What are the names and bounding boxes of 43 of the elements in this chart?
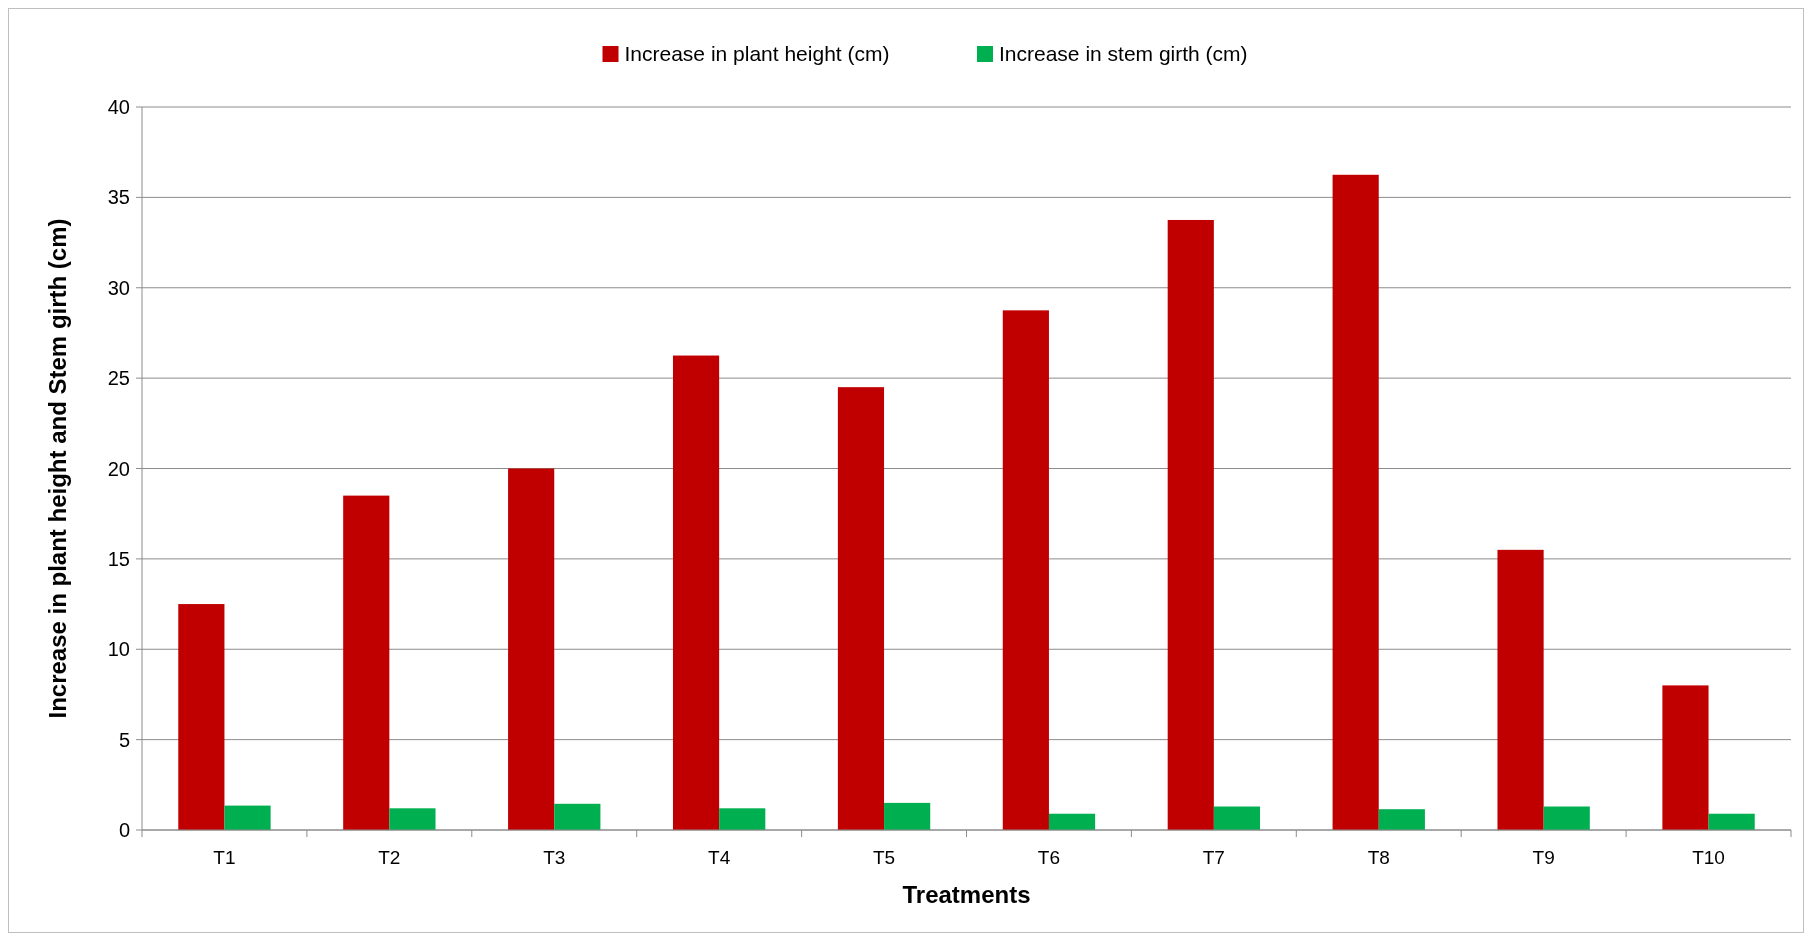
bar — [1378, 809, 1425, 830]
bar — [1708, 813, 1755, 830]
x-tick-label: T2 — [378, 847, 401, 868]
x-tick-label: T3 — [543, 847, 566, 868]
bar — [343, 495, 390, 830]
bar — [224, 805, 271, 830]
y-tick-label: 10 — [107, 638, 130, 661]
bar — [1167, 219, 1214, 830]
bar — [1213, 806, 1261, 830]
y-tick-label: 20 — [107, 457, 130, 480]
y-axis-title: Increase in plant height and Stem girth (cm) — [44, 218, 71, 719]
bar — [884, 802, 931, 830]
x-tick-label: T7 — [1202, 847, 1225, 868]
bar — [1332, 174, 1379, 830]
x-tick-label: T5 — [872, 847, 896, 868]
y-tick-label: 0 — [118, 819, 130, 841]
legend-label: Increase in stem girth (cm) — [999, 42, 1248, 66]
x-axis-title: Treatments — [902, 881, 1031, 908]
bar — [1543, 806, 1590, 830]
bar — [837, 387, 885, 830]
bar — [178, 604, 225, 830]
y-tick-label: 25 — [107, 367, 130, 390]
x-tick-label: T1 — [213, 847, 236, 868]
bar — [1048, 813, 1096, 830]
bar — [554, 803, 601, 830]
y-tick-label: 5 — [118, 728, 130, 751]
legend-label: Increase in plant height (cm) — [624, 42, 890, 66]
x-tick-label: T4 — [708, 847, 731, 868]
x-tick-label: T9 — [1532, 847, 1555, 868]
x-tick-label: T10 — [1692, 847, 1725, 868]
bar — [1662, 685, 1709, 830]
x-tick-label: T8 — [1367, 847, 1390, 868]
y-tick-label: 30 — [107, 276, 130, 299]
x-tick-label: T6 — [1037, 847, 1061, 868]
bar — [389, 808, 436, 830]
y-tick-label: 15 — [107, 547, 130, 570]
y-tick-label: 35 — [107, 186, 130, 209]
bar — [1497, 549, 1544, 830]
bar — [1002, 310, 1049, 830]
bar — [719, 808, 766, 830]
bar — [508, 468, 555, 830]
bar — [672, 355, 720, 830]
y-tick-label: 40 — [107, 96, 130, 118]
